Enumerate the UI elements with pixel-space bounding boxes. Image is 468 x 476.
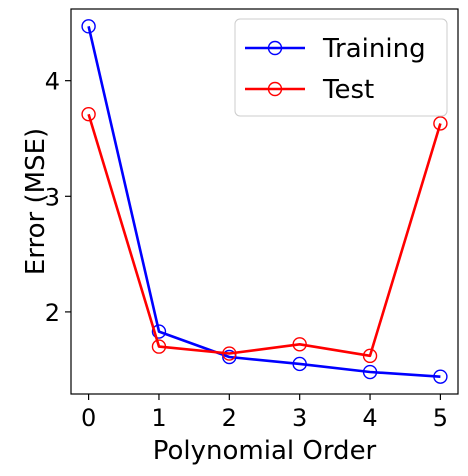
series-layer	[81, 19, 448, 384]
data-point-training	[433, 369, 448, 384]
x-tick-label: 5	[433, 404, 448, 432]
data-point-test	[81, 107, 96, 122]
data-point-training	[151, 324, 167, 339]
data-point-test	[292, 337, 307, 352]
data-point-test	[362, 348, 378, 364]
y-tick-label: 3	[45, 183, 60, 211]
x-tick-label: 3	[292, 404, 307, 432]
series-line-test	[87, 113, 442, 358]
legend-box	[234, 18, 448, 117]
legend-label-test: Test	[322, 75, 374, 105]
data-point-training	[362, 364, 378, 380]
plot-frame	[70, 8, 459, 395]
x-axis: 0 1 2 3 4 5	[81, 394, 448, 432]
x-tick-label: 0	[81, 404, 96, 432]
legend: Training Test	[234, 18, 448, 117]
x-tick-label: 4	[362, 404, 377, 432]
x-axis-label: Polynomial Order	[153, 436, 377, 466]
data-point-training	[222, 349, 237, 365]
y-tick-label: 2	[45, 299, 60, 327]
data-point-training	[81, 19, 96, 34]
y-tick-label: 4	[45, 68, 60, 96]
legend-label-training: Training	[322, 34, 426, 64]
y-axis-label: Error (MSE)	[21, 128, 51, 275]
legend-marker-training	[267, 40, 283, 56]
data-point-test	[151, 339, 167, 354]
x-tick-label: 1	[151, 404, 166, 432]
series-line-training	[87, 26, 441, 378]
x-tick-label: 2	[222, 404, 237, 432]
data-point-training	[292, 356, 307, 372]
data-point-test	[433, 116, 448, 131]
y-axis: 2 3 4	[45, 68, 71, 327]
legend-marker-test	[267, 81, 283, 97]
data-point-test	[222, 346, 237, 361]
